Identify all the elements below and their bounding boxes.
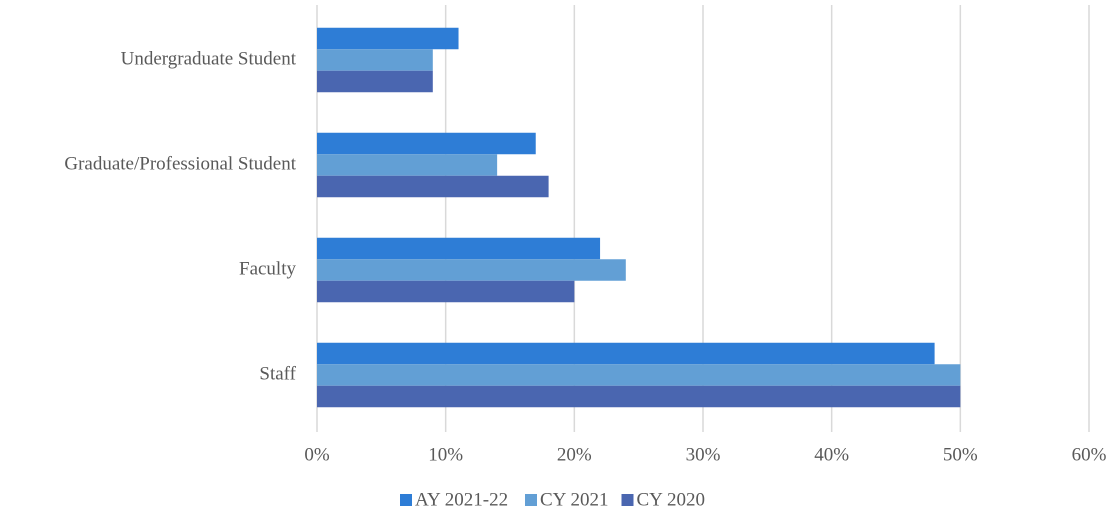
x-tick-label: 60% — [1072, 444, 1107, 465]
legend-label: CY 2021 — [540, 489, 608, 510]
x-tick-label: 10% — [428, 444, 463, 465]
legend-label: CY 2020 — [637, 489, 705, 510]
legend-label: AY 2021-22 — [415, 489, 508, 510]
bar — [317, 364, 961, 386]
x-tick-label: 0% — [304, 444, 330, 465]
y-tick-label: Graduate/Professional Student — [64, 153, 296, 174]
bar — [317, 237, 601, 260]
bar — [317, 132, 536, 155]
bar — [317, 49, 433, 71]
legend-swatch — [525, 494, 537, 506]
x-tick-label: 30% — [686, 444, 721, 465]
legend-swatch — [400, 494, 412, 506]
x-tick-label: 40% — [814, 444, 849, 465]
bar — [317, 259, 626, 281]
y-tick-label: Staff — [259, 363, 296, 384]
y-tick-label: Faculty — [239, 258, 296, 279]
bar — [317, 154, 498, 176]
bar — [317, 175, 549, 198]
bar — [317, 27, 459, 50]
x-tick-label: 20% — [557, 444, 592, 465]
bar — [317, 70, 433, 93]
y-tick-label: Undergraduate Student — [121, 48, 297, 69]
bar — [317, 342, 935, 365]
bar — [317, 280, 575, 303]
bar — [317, 385, 961, 408]
x-tick-label: 50% — [943, 444, 978, 465]
legend-swatch — [621, 494, 634, 506]
